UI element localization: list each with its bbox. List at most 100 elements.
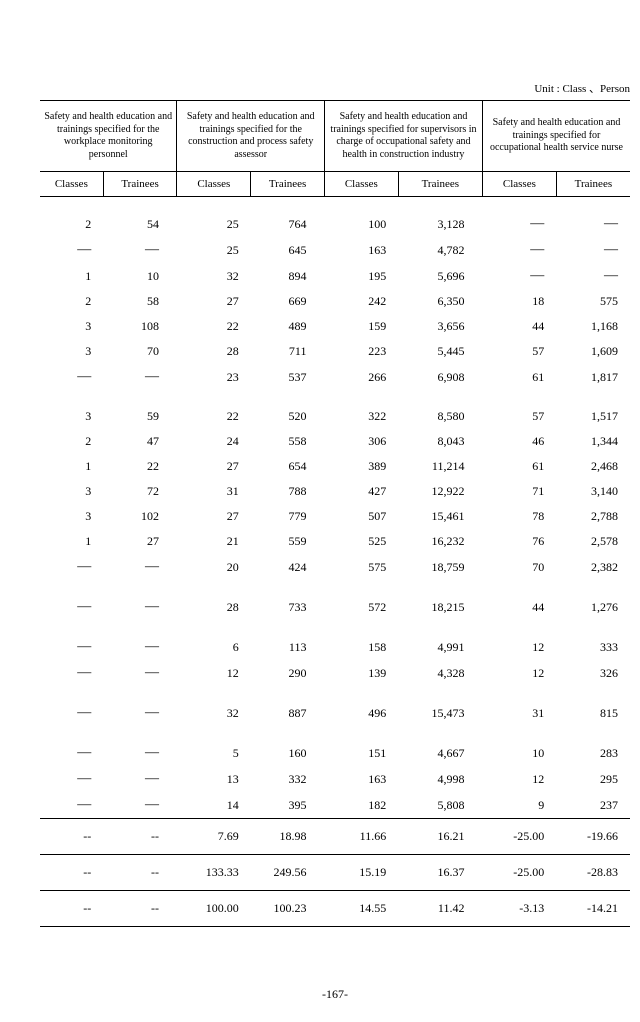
cell: ―: [103, 660, 177, 686]
cell: 46: [482, 429, 556, 454]
cell: ―: [40, 237, 103, 263]
cell: 332: [251, 766, 325, 792]
cell: 27: [103, 529, 177, 554]
cell: 5,696: [398, 263, 482, 289]
cell: 47: [103, 429, 177, 454]
cell: 290: [251, 660, 325, 686]
cell: ―: [40, 766, 103, 792]
cell: 1: [40, 263, 103, 289]
table-row: ――256451634,782――: [40, 237, 630, 263]
subheader: Trainees: [556, 172, 630, 197]
table-row: ――235372666,908611,817: [40, 364, 630, 390]
cell: 100.23: [251, 891, 325, 927]
cell: 424: [251, 554, 325, 580]
cell: --: [103, 855, 177, 891]
cell: 23: [177, 364, 251, 390]
cell: 15,461: [398, 504, 482, 529]
cell: ―: [482, 237, 556, 263]
cell: 71: [482, 479, 556, 504]
cell: --: [103, 819, 177, 855]
cell: 78: [482, 504, 556, 529]
table-row: ――122901394,32812326: [40, 660, 630, 686]
cell: 3: [40, 404, 103, 429]
cell: 25: [177, 237, 251, 263]
table-row: 254257641003,128――: [40, 211, 630, 237]
cell: 163: [324, 766, 398, 792]
cell: ―: [40, 660, 103, 686]
cell: ―: [556, 263, 630, 289]
cell: --: [40, 855, 103, 891]
cell: 113: [251, 634, 325, 660]
cell: 18.98: [251, 819, 325, 855]
cell: 12: [177, 660, 251, 686]
cell: ―: [40, 364, 103, 390]
cell: 3,656: [398, 314, 482, 339]
cell: 6: [177, 634, 251, 660]
cell: 11.42: [398, 891, 482, 927]
cell: 326: [556, 660, 630, 686]
cell: 711: [251, 339, 325, 364]
cell: 72: [103, 479, 177, 504]
cell: 306: [324, 429, 398, 454]
cell: ―: [556, 211, 630, 237]
cell: 266: [324, 364, 398, 390]
summary-row: ----100.00100.2314.5511.42-3.13-14.21: [40, 891, 630, 927]
table-row: 3108224891593,656441,168: [40, 314, 630, 339]
cell: ―: [40, 554, 103, 580]
table-row: 359225203228,580571,517: [40, 404, 630, 429]
cell: --: [40, 891, 103, 927]
cell: 57: [482, 339, 556, 364]
cell: ―: [40, 594, 103, 620]
cell: 12: [482, 766, 556, 792]
cell: 1,168: [556, 314, 630, 339]
cell: 2: [40, 289, 103, 314]
cell: 8,580: [398, 404, 482, 429]
subheader: Trainees: [251, 172, 325, 197]
cell: 2,788: [556, 504, 630, 529]
cell: 669: [251, 289, 325, 314]
cell: 158: [324, 634, 398, 660]
cell: 12,922: [398, 479, 482, 504]
subheader: Trainees: [398, 172, 482, 197]
cell: 16,232: [398, 529, 482, 554]
cell: 9: [482, 792, 556, 819]
cell: 2,578: [556, 529, 630, 554]
cell: 108: [103, 314, 177, 339]
cell: ―: [103, 792, 177, 819]
cell: 249.56: [251, 855, 325, 891]
cell: 3: [40, 339, 103, 364]
cell: 283: [556, 740, 630, 766]
table-row: 3723178842712,922713,140: [40, 479, 630, 504]
cell: 24: [177, 429, 251, 454]
cell: 4,328: [398, 660, 482, 686]
cell: 163: [324, 237, 398, 263]
cell: 645: [251, 237, 325, 263]
cell: 779: [251, 504, 325, 529]
cell: 18,759: [398, 554, 482, 580]
cell: ―: [103, 554, 177, 580]
cell: 575: [556, 289, 630, 314]
group-header-4: Safety and health education and training…: [482, 101, 630, 172]
cell: 20: [177, 554, 251, 580]
summary-row: ----7.6918.9811.6616.21-25.00-19.66: [40, 819, 630, 855]
cell: 7.69: [177, 819, 251, 855]
table-row: ――143951825,8089237: [40, 792, 630, 819]
cell: -19.66: [556, 819, 630, 855]
cell: 102: [103, 504, 177, 529]
subheader: Classes: [482, 172, 556, 197]
cell: -3.13: [482, 891, 556, 927]
cell: 22: [177, 404, 251, 429]
cell: 61: [482, 454, 556, 479]
table-row: 258276692426,35018575: [40, 289, 630, 314]
cell: 100: [324, 211, 398, 237]
table-row: ――133321634,99812295: [40, 766, 630, 792]
cell: 76: [482, 529, 556, 554]
cell: ―: [103, 700, 177, 726]
table-row: 1222765438911,214612,468: [40, 454, 630, 479]
cell: 6,350: [398, 289, 482, 314]
cell: 44: [482, 594, 556, 620]
cell: 14.55: [324, 891, 398, 927]
cell: ―: [103, 594, 177, 620]
table-row: ――2042457518,759702,382: [40, 554, 630, 580]
cell: 3: [40, 314, 103, 339]
